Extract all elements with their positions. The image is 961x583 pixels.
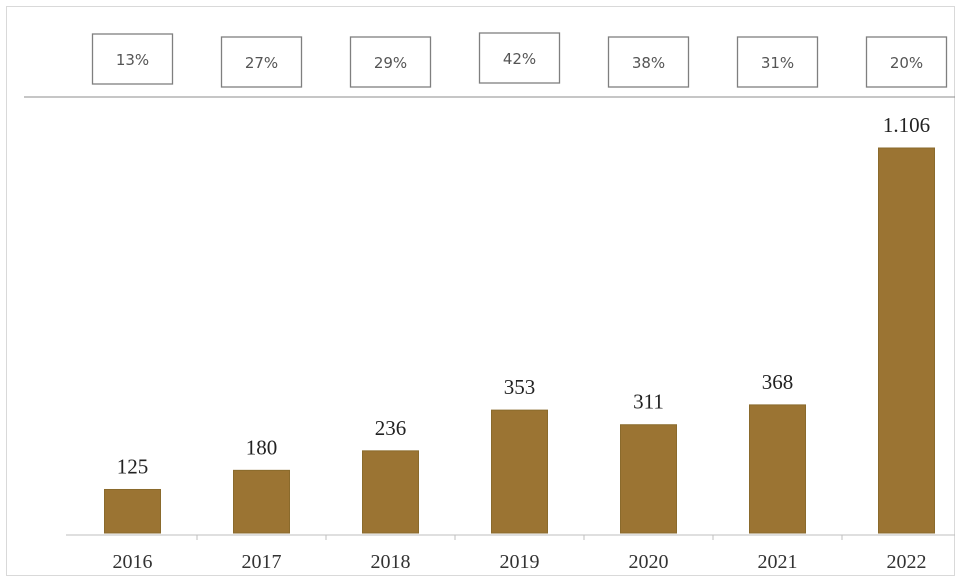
growth-rate-box-2019	[478, 32, 561, 84]
bar-2020	[620, 424, 677, 534]
growth-rate-label-2019: 42%	[503, 50, 536, 68]
growth-rate-box-2022	[865, 36, 948, 88]
x-tick-label-2022: 2022	[887, 551, 927, 573]
value-label-2022: 1.106	[883, 113, 930, 137]
value-label-2021: 368	[762, 370, 794, 394]
x-tick-label-2016: 2016	[113, 551, 153, 573]
bar-2021	[749, 404, 806, 534]
bar-2019	[491, 409, 548, 534]
value-label-2016: 125	[117, 454, 149, 478]
value-label-2020: 311	[633, 390, 664, 414]
bar-2022	[878, 147, 935, 534]
growth-rate-row: 13% 27% 29% 42% 38% 31% 20%	[91, 32, 948, 88]
growth-rate-label-2021: 31%	[761, 54, 794, 72]
value-label-2017: 180	[246, 435, 278, 459]
value-label-2019: 353	[504, 375, 536, 399]
bars	[104, 147, 935, 534]
x-axis-ticks: 2016 2017 2018 2019 2020 2021 2022	[113, 535, 927, 573]
growth-rate-label-2017: 27%	[245, 54, 278, 72]
value-label-2018: 236	[375, 416, 407, 440]
growth-rate-label-2022: 20%	[890, 54, 923, 72]
value-labels: 125 180 236 353 311 368 1.106	[117, 113, 930, 478]
x-tick-label-2019: 2019	[500, 551, 540, 573]
x-tick-label-2017: 2017	[242, 551, 282, 573]
growth-rate-label-2018: 29%	[374, 54, 407, 72]
chart-frame	[6, 6, 955, 576]
bar-2018	[362, 450, 419, 534]
growth-rate-box-2021	[736, 36, 819, 88]
growth-rate-label-2016: 13%	[116, 51, 149, 69]
growth-rate-box-2018	[349, 36, 432, 88]
growth-rate-box-2017	[220, 36, 303, 88]
growth-rate-label-2020: 38%	[632, 54, 665, 72]
x-tick-label-2021: 2021	[758, 551, 798, 573]
growth-rate-box-2020	[607, 36, 690, 88]
x-tick-label-2018: 2018	[371, 551, 411, 573]
growth-rate-box-2016	[91, 33, 174, 85]
bar-2017	[233, 469, 290, 534]
x-tick-label-2020: 2020	[629, 551, 669, 573]
bar-2016	[104, 488, 161, 534]
